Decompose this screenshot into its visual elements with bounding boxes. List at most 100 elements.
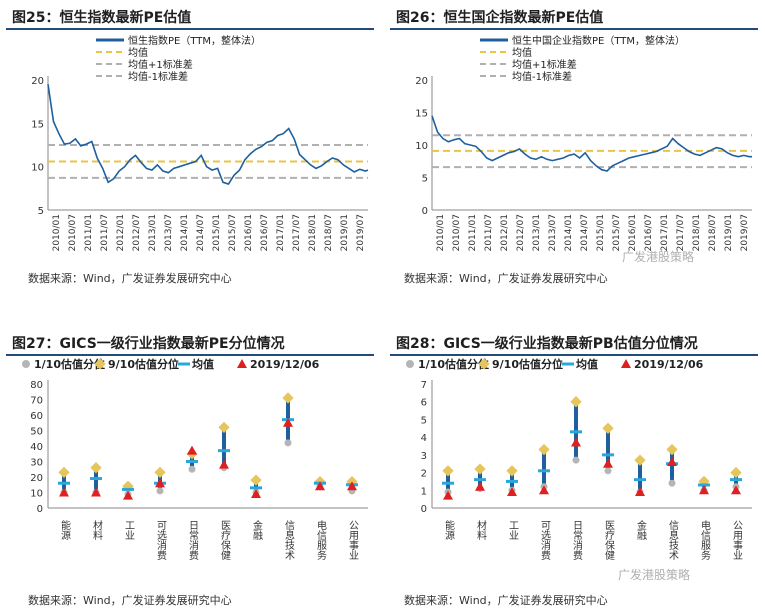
- category-label: 工业: [507, 520, 519, 540]
- watermark-text: 广发港股策略: [622, 250, 695, 264]
- legend-label-2: 均值: [576, 357, 598, 371]
- latest-point: [667, 456, 677, 466]
- y-tick-label: 0: [421, 504, 427, 515]
- latest-point: [635, 487, 645, 497]
- x-tick-label: 2013/01: [148, 214, 158, 251]
- p90-point: [58, 466, 70, 479]
- x-tick-label: 2017/01: [276, 214, 286, 251]
- y-tick-label: 20: [30, 473, 43, 484]
- y-tick-label: 5: [421, 415, 427, 426]
- y-tick-label: 4: [421, 433, 427, 444]
- quantile-chart-fig27: 1/10估值分位 9/10估值分位 均值 2019/12/06 0 10 20 30 40 50 6…: [22, 357, 368, 561]
- x-tick-label: 2010/01: [436, 214, 446, 251]
- legend-label-3: 2019/12/06: [250, 358, 320, 371]
- chart-title: 图28：GICS一级行业指数最新PB估值分位情况: [396, 336, 698, 352]
- y-tick-label: 1: [421, 486, 427, 497]
- x-tick-label: 2018/01: [308, 214, 318, 251]
- latest-point: [219, 459, 229, 469]
- x-tick-label: 2013/01: [532, 214, 542, 251]
- category-label: 可选消费: [155, 520, 167, 561]
- y-tick-label: 20: [31, 76, 44, 87]
- p90-point: [634, 454, 646, 466]
- y-tick-label: 10: [415, 141, 428, 152]
- x-tick-label: 2012/07: [516, 214, 526, 251]
- p90-point: [154, 466, 166, 479]
- latest-point: [187, 445, 197, 455]
- category-label: 电信服务: [699, 519, 711, 561]
- x-tick-label: 2011/01: [84, 214, 94, 251]
- x-tick-label: 2010/07: [68, 214, 78, 251]
- legend-label-1: 均值: [512, 46, 532, 59]
- x-tick-label: 2018/07: [708, 214, 718, 251]
- y-tick-label: 60: [30, 411, 43, 422]
- x-tick-label: 2013/07: [164, 214, 174, 251]
- x-tick-label: 2018/01: [692, 214, 702, 251]
- p90-point: [90, 462, 102, 474]
- p90-point: [570, 396, 582, 408]
- chart-title-bar: 图26：恒生国企指数最新PE估值: [390, 4, 758, 30]
- latest-point: [603, 458, 613, 468]
- p90-point: [730, 466, 742, 479]
- p10-point: [572, 456, 580, 464]
- legend-label-1: 均值: [128, 46, 148, 59]
- x-tick-label: 2017/07: [292, 214, 302, 251]
- category-label: 医疗保健: [219, 520, 231, 561]
- x-tick-label: 2016/01: [628, 214, 638, 251]
- category-label: 材料: [475, 519, 487, 541]
- category-label: 信息技术: [283, 520, 295, 561]
- latest-point: [507, 487, 517, 497]
- p10-point: [284, 439, 292, 447]
- chart-title: 图26：恒生国企指数最新PE估值: [396, 10, 604, 26]
- category-label: 日常消费: [187, 520, 199, 561]
- chart-title: 图27：GICS一级行业指数最新PE分位情况: [12, 336, 285, 352]
- pe-series-line: [47, 84, 369, 185]
- x-tick-label: 2011/01: [468, 214, 478, 251]
- x-tick-label: 2015/07: [228, 214, 238, 251]
- p90-point: [666, 443, 678, 456]
- legend-marker-p10: [22, 360, 30, 368]
- category-label: 金融: [635, 519, 647, 541]
- x-tick-label: 2019/01: [724, 214, 734, 251]
- x-tick-label: 2012/07: [132, 214, 142, 251]
- latest-point: [251, 489, 261, 499]
- legend-label-0: 1/10估值分位: [418, 357, 489, 371]
- x-tick-label: 2018/07: [324, 214, 334, 251]
- latest-point: [123, 490, 133, 500]
- quantile-chart-fig28: 1/10估值分位 9/10估值分位 均值 2019/12/06 0 1 2 3 4 5 6 7 能源 材料…: [406, 357, 752, 561]
- p90-point: [506, 465, 518, 477]
- category-label: 材料: [91, 519, 103, 541]
- legend-label-0: 1/10估值分位: [34, 357, 105, 371]
- legend-marker-p10: [406, 360, 414, 368]
- y-tick-label: 15: [415, 109, 428, 120]
- legend-marker-latest: [621, 359, 631, 368]
- y-tick-label: 5: [422, 174, 428, 185]
- y-tick-label: 15: [31, 119, 44, 130]
- latest-point: [283, 417, 293, 427]
- category-label: 能源: [443, 519, 455, 541]
- category-label: 公用事业: [347, 520, 359, 560]
- x-tick-label: 2012/01: [500, 214, 510, 251]
- chart-title: 图25：恒生指数最新PE估值: [12, 10, 192, 26]
- category-label: 可选消费: [539, 520, 551, 561]
- chart-title-bar: 图25：恒生指数最新PE估值: [6, 4, 374, 30]
- latest-point: [571, 437, 581, 447]
- legend-label-1: 9/10估值分位: [108, 357, 179, 371]
- p10-point: [604, 467, 612, 475]
- x-tick-label: 2014/07: [196, 214, 206, 251]
- p90-point: [602, 422, 614, 434]
- x-tick-label: 2013/07: [548, 214, 558, 251]
- legend-label-1: 9/10估值分位: [492, 357, 563, 371]
- x-tick-label: 2019/07: [356, 214, 366, 251]
- category-label: 金融: [251, 519, 263, 541]
- watermark-text: 广发港股策略: [618, 568, 691, 582]
- x-tick-label: 2011/07: [100, 214, 110, 251]
- category-label: 工业: [123, 520, 135, 540]
- legend-label-3: 均值-1标准差: [128, 70, 188, 83]
- legend-label-2: 均值+1标准差: [128, 58, 193, 71]
- latest-point: [347, 481, 357, 491]
- x-tick-label: 2011/07: [484, 214, 494, 251]
- y-tick-label: 80: [30, 380, 43, 391]
- x-tick-label: 2016/07: [260, 214, 270, 251]
- latest-point: [315, 481, 325, 491]
